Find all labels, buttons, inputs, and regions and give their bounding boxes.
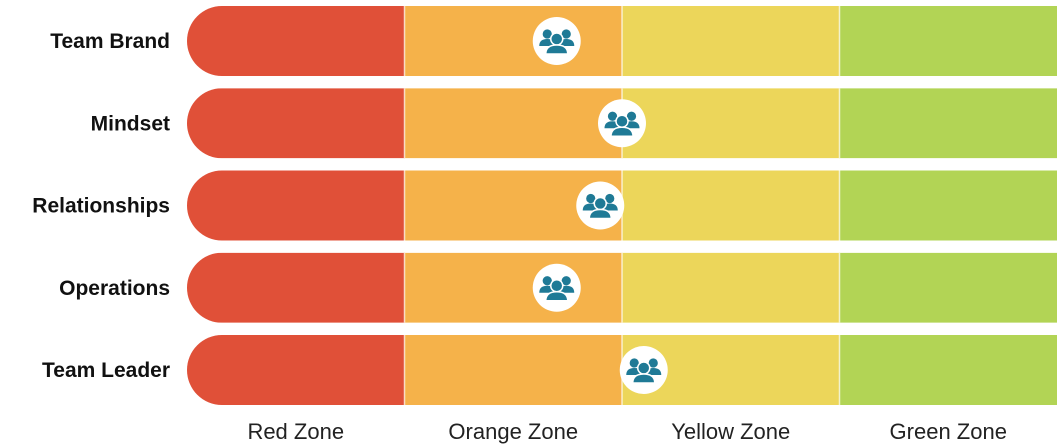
zone-segment-orange-zone	[404, 88, 623, 159]
row-relationships: Relationships	[32, 170, 1057, 241]
row-team-brand: Team Brand	[50, 6, 1057, 76]
row-label: Relationships	[32, 195, 170, 218]
team-marker	[598, 99, 646, 148]
zone-bar	[187, 170, 1057, 241]
team-marker	[619, 346, 668, 394]
zone-segment-green-zone	[839, 170, 1057, 241]
zone-segment-green-zone	[839, 335, 1057, 405]
zone-segment-orange-zone	[404, 6, 623, 76]
row-label: Operations	[59, 277, 170, 300]
zone-segment-red-zone	[187, 335, 405, 405]
zone-segment-red-zone	[187, 88, 405, 159]
zone-label-green-zone: Green Zone	[890, 419, 1007, 444]
zone-bar	[187, 335, 1057, 405]
zone-segment-orange-zone	[404, 252, 623, 323]
zone-segment-yellow-zone	[622, 252, 840, 323]
zone-bar	[187, 88, 1057, 159]
zone-segment-green-zone	[839, 88, 1057, 159]
team-marker	[532, 263, 581, 312]
zone-label-orange-zone: Orange Zone	[448, 419, 578, 444]
zone-segment-orange-zone	[404, 335, 623, 405]
team-marker	[576, 181, 625, 230]
zone-segment-yellow-zone	[622, 88, 840, 159]
row-label: Mindset	[91, 112, 170, 135]
team-marker	[532, 17, 581, 65]
row-label: Team Brand	[50, 30, 170, 53]
zone-label-yellow-zone: Yellow Zone	[671, 419, 790, 444]
row-label: Team Leader	[42, 359, 170, 382]
zone-segment-yellow-zone	[622, 170, 840, 241]
zone-segment-green-zone	[839, 6, 1057, 76]
row-operations: Operations	[59, 252, 1057, 323]
zone-segment-red-zone	[187, 252, 405, 323]
row-mindset: Mindset	[91, 88, 1057, 159]
zone-bar	[187, 252, 1057, 323]
zone-segment-red-zone	[187, 170, 405, 241]
zone-segment-green-zone	[839, 252, 1057, 323]
zone-segment-red-zone	[187, 6, 405, 76]
zone-label-red-zone: Red Zone	[247, 419, 344, 444]
row-team-leader: Team Leader	[42, 335, 1057, 405]
zone-segment-yellow-zone	[622, 6, 840, 76]
zone-bar	[187, 6, 1057, 76]
